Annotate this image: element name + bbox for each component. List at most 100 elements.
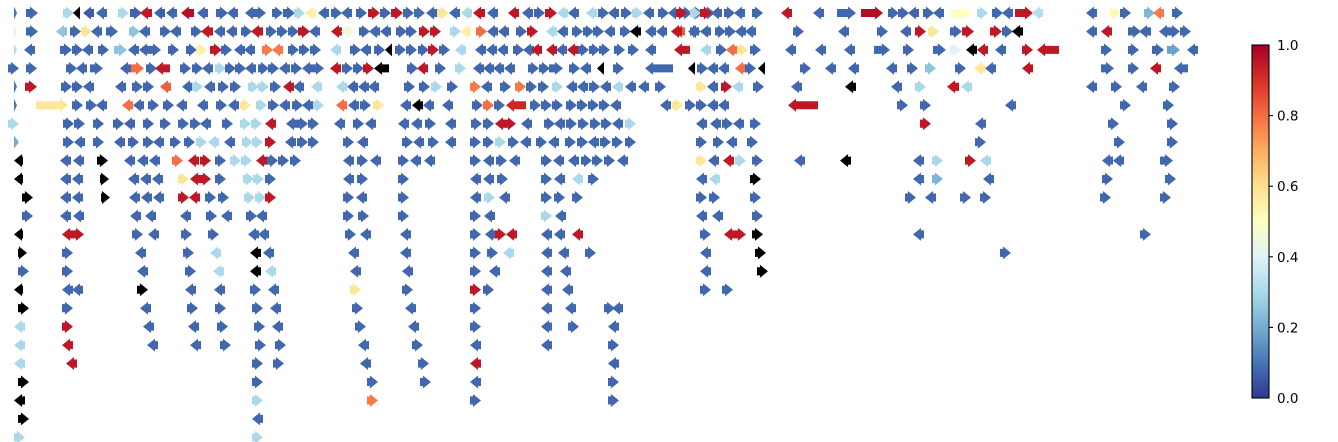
gene-arrow[interactable] [256,154,267,168]
gene-arrow[interactable] [713,135,724,149]
gene-arrow[interactable] [1167,117,1178,131]
gene-arrow[interactable] [975,117,986,131]
gene-arrow[interactable] [718,61,729,75]
gene-arrow[interactable] [345,227,356,241]
gene-arrow[interactable] [1102,172,1113,186]
gene-arrow[interactable] [152,172,163,186]
gene-arrow[interactable] [554,227,565,241]
gene-arrow[interactable] [252,375,263,389]
gene-arrow[interactable] [707,61,718,75]
gene-arrow[interactable] [14,98,17,112]
gene-arrow[interactable] [567,43,578,57]
gene-arrow[interactable] [398,191,409,204]
gene-arrow[interactable] [565,301,576,315]
gene-arrow[interactable] [26,24,38,38]
gene-arrow[interactable] [61,80,72,94]
gene-arrow[interactable] [497,43,508,57]
gene-arrow[interactable] [353,61,364,75]
gene-arrow[interactable] [400,227,411,241]
gene-arrow[interactable] [288,24,299,38]
gene-arrow[interactable] [396,24,407,38]
gene-arrow[interactable] [72,172,83,186]
gene-arrow[interactable] [190,338,201,352]
gene-arrow[interactable] [221,43,232,57]
gene-arrow[interactable] [358,80,369,94]
gene-arrow[interactable] [473,61,484,75]
gene-arrow[interactable] [268,98,279,112]
gene-arrow[interactable] [407,61,418,75]
gene-arrow[interactable] [523,43,534,57]
gene-arrow[interactable] [470,393,481,407]
gene-arrow[interactable] [242,135,253,149]
gene-arrow[interactable] [185,264,196,278]
gene-arrow[interactable] [214,283,225,297]
gene-arrow[interactable] [715,24,726,38]
gene-arrow[interactable] [418,357,429,371]
gene-arrow[interactable] [580,61,591,75]
gene-arrow[interactable] [707,80,718,94]
gene-arrow[interactable] [148,98,159,112]
gene-arrow[interactable] [752,154,763,168]
gene-arrow[interactable] [690,24,701,38]
gene-arrow[interactable] [530,98,541,112]
gene-arrow[interactable] [470,154,481,168]
gene-arrow[interactable] [200,154,211,168]
gene-arrow[interactable] [275,338,286,352]
gene-arrow[interactable] [735,227,746,241]
gene-arrow[interactable] [470,172,481,186]
gene-arrow[interactable] [129,24,140,38]
gene-arrow[interactable] [1032,6,1043,20]
gene-arrow[interactable] [8,117,19,131]
gene-arrow[interactable] [628,43,639,57]
gene-arrow[interactable] [14,338,25,352]
gene-arrow[interactable] [252,135,263,149]
gene-arrow[interactable] [398,172,409,186]
gene-arrow[interactable] [1111,80,1122,94]
gene-arrow[interactable] [569,61,580,75]
gene-arrow[interactable] [73,227,84,241]
gene-arrow[interactable] [373,98,384,112]
gene-arrow[interactable] [1110,6,1121,20]
gene-arrow[interactable] [785,43,796,57]
gene-arrow[interactable] [913,227,924,241]
gene-arrow[interactable] [975,135,986,149]
gene-arrow[interactable] [200,172,211,186]
gene-arrow[interactable] [347,80,358,94]
gene-arrow[interactable] [726,135,737,149]
gene-arrow[interactable] [122,98,133,112]
gene-arrow[interactable] [848,61,859,75]
gene-arrow[interactable] [266,24,277,38]
gene-arrow[interactable] [124,154,135,168]
gene-arrow[interactable] [757,264,768,278]
gene-arrow[interactable] [655,80,666,94]
gene-arrow[interactable] [14,135,19,149]
gene-arrow[interactable] [113,117,124,131]
gene-arrow[interactable] [400,246,411,260]
gene-arrow[interactable] [608,375,619,389]
gene-arrow[interactable] [277,24,288,38]
gene-arrow[interactable] [424,154,435,168]
gene-arrow[interactable] [63,135,74,149]
gene-arrow[interactable] [226,24,237,38]
gene-arrow[interactable] [143,320,154,334]
gene-arrow[interactable] [368,6,380,20]
gene-arrow[interactable] [60,43,72,57]
gene-arrow[interactable] [815,43,826,57]
gene-arrow[interactable] [992,6,1003,20]
gene-arrow[interactable] [147,338,158,352]
gene-arrow[interactable] [128,43,139,57]
gene-arrow[interactable] [215,172,226,186]
gene-arrow[interactable] [224,135,235,149]
gene-arrow[interactable] [734,6,745,20]
gene-arrow[interactable] [660,98,671,112]
gene-arrow[interactable] [72,191,83,204]
gene-arrow[interactable] [1169,80,1180,94]
gene-arrow[interactable] [513,43,524,57]
gene-arrow[interactable] [549,61,563,75]
gene-arrow[interactable] [22,191,33,204]
gene-arrow[interactable] [228,98,239,112]
gene-arrow[interactable] [14,172,23,186]
gene-arrow[interactable] [505,117,516,131]
gene-arrow[interactable] [357,172,368,186]
gene-arrow[interactable] [248,227,259,241]
